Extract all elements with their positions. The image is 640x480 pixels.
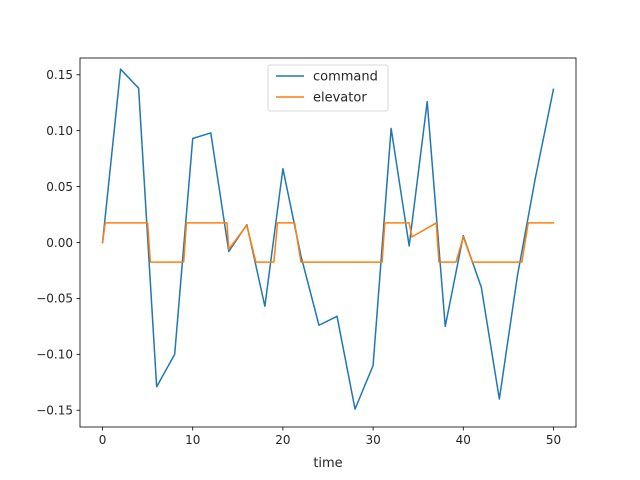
plot-area xyxy=(80,58,576,427)
series-line-elevator xyxy=(101,222,555,263)
y-tick-label: 0.05 xyxy=(46,180,73,194)
x-tick-label: 30 xyxy=(365,433,380,447)
y-tick-label: −0.10 xyxy=(36,348,73,362)
y-tick-label: 0.15 xyxy=(46,68,73,82)
x-axis-label: time xyxy=(313,456,342,471)
x-tick-label: 10 xyxy=(185,433,200,447)
series-layer xyxy=(101,68,555,410)
series-line-command xyxy=(101,68,555,410)
legend-label-command: command xyxy=(313,70,378,85)
x-tick-label: 40 xyxy=(456,433,471,447)
y-tick-label: −0.15 xyxy=(36,404,73,418)
x-tick-label: 50 xyxy=(546,433,561,447)
y-tick-label: 0.10 xyxy=(46,124,73,138)
y-axis-ticks: −0.15 −0.10 −0.05 0.00 0.05 0.10 0.15 xyxy=(36,68,80,418)
legend: command elevator xyxy=(267,64,389,112)
x-tick-label: 20 xyxy=(275,433,290,447)
x-axis-ticks: 0 10 20 30 40 50 xyxy=(99,427,561,447)
x-tick-label: 0 xyxy=(99,433,107,447)
y-tick-label: −0.05 xyxy=(36,292,73,306)
legend-label-elevator: elevator xyxy=(313,91,367,106)
y-tick-label: 0.00 xyxy=(46,236,73,250)
